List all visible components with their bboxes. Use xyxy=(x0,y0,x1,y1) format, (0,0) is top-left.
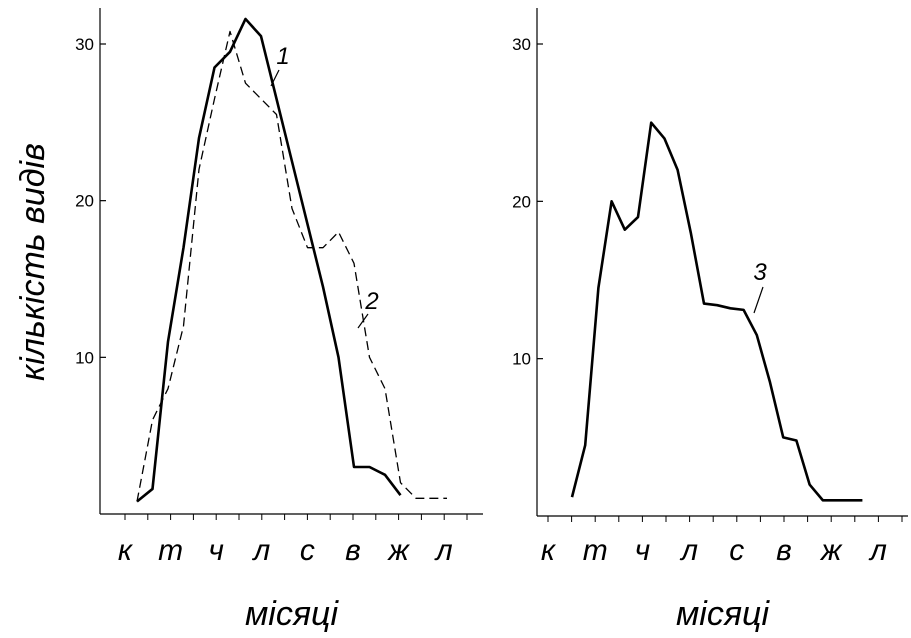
y-tick-label: 30 xyxy=(75,35,94,54)
x-tick-label: т xyxy=(583,534,608,567)
x-tick-label: л xyxy=(679,534,698,567)
y-tick-label: 10 xyxy=(75,348,94,367)
series-label-leader xyxy=(357,313,369,329)
x-tick-label: с xyxy=(729,534,744,567)
x-axis-title: місяці xyxy=(245,595,339,633)
x-tick-label: ч xyxy=(635,534,651,567)
series-line-3 xyxy=(570,121,863,502)
x-tick-label: с xyxy=(300,534,315,567)
y-tick-label: 10 xyxy=(512,350,531,369)
x-axis-title: місяці xyxy=(676,595,770,633)
y-axis-title: кількість видів xyxy=(14,143,52,381)
x-tick-label: т xyxy=(158,534,183,567)
series-label-3: 3 xyxy=(753,259,767,286)
series-label-1: 1 xyxy=(276,43,289,70)
y-tick-label: 20 xyxy=(75,192,94,211)
series-label-leader xyxy=(753,286,764,314)
series-label-leader xyxy=(270,69,280,87)
x-tick-label: к xyxy=(118,534,134,567)
y-tick-label: 20 xyxy=(512,192,531,211)
series-line-1 xyxy=(136,17,402,503)
x-tick-label: л xyxy=(868,534,887,567)
series-label-2: 2 xyxy=(364,288,378,315)
x-tick-label: в xyxy=(776,534,792,567)
x-tick-label: ж xyxy=(819,534,843,567)
x-tick-label: ч xyxy=(208,534,224,567)
x-tick-label: в xyxy=(345,534,361,567)
x-tick-label: л xyxy=(434,534,453,567)
x-tick-label: ж xyxy=(386,534,410,567)
x-tick-label: к xyxy=(541,534,557,567)
series-line-2 xyxy=(136,30,447,502)
x-tick-label: л xyxy=(251,534,270,567)
y-tick-label: 30 xyxy=(512,35,531,54)
